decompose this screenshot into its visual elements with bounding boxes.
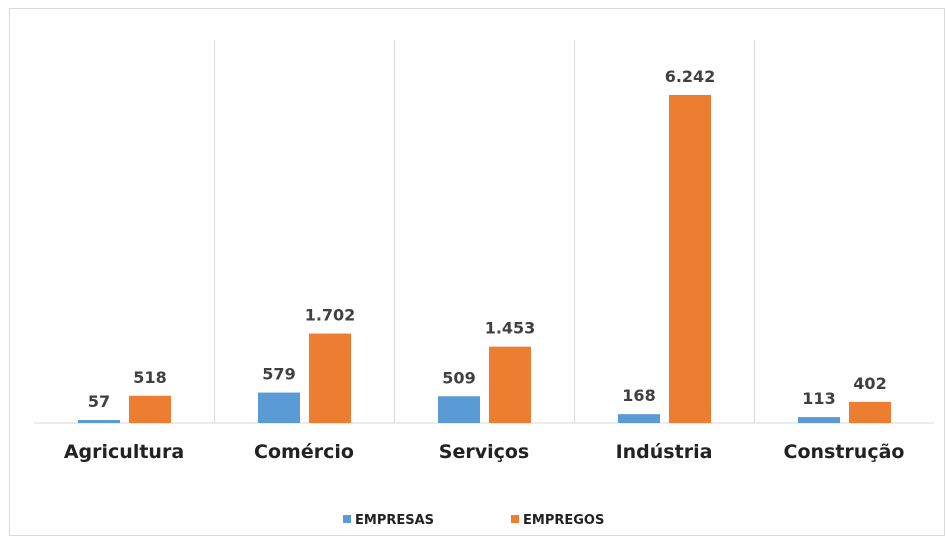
bar-empregos-1 xyxy=(309,333,351,423)
legend-swatch-empresas xyxy=(343,515,351,523)
category-label: Agricultura xyxy=(64,441,184,463)
bar-empregos-4 xyxy=(849,401,891,423)
category-label: Indústria xyxy=(616,441,713,463)
category-label: Construção xyxy=(784,441,905,463)
category-label: Serviços xyxy=(439,441,529,463)
category-labels-group: Agricultura Comércio Serviços Indústria Cons… xyxy=(64,441,905,463)
bar-empregos-2 xyxy=(489,346,531,423)
bar-empresas-0 xyxy=(78,420,120,423)
data-label-empresas-2: 509 xyxy=(442,368,475,387)
bars-group xyxy=(78,95,891,423)
data-labels-group: 57 518 579 1.702 509 1.453 168 6.242 113 402 xyxy=(88,67,887,411)
data-label-empresas-1: 579 xyxy=(262,365,295,384)
bar-empresas-2 xyxy=(438,396,480,423)
chart-frame xyxy=(9,8,945,536)
legend-swatch-empregos xyxy=(511,515,519,523)
data-label-empresas-0: 57 xyxy=(88,392,110,411)
data-label-empregos-1: 1.702 xyxy=(305,306,356,325)
data-label-empregos-2: 1.453 xyxy=(485,319,536,338)
legend: EMPRESAS EMPREGOS xyxy=(343,513,604,528)
data-label-empresas-3: 168 xyxy=(622,386,655,405)
category-label: Comércio xyxy=(254,441,354,463)
data-label-empregos-0: 518 xyxy=(133,368,166,387)
bar-empregos-3 xyxy=(669,95,711,423)
legend-label-empregos: EMPREGOS xyxy=(523,513,604,528)
bar-empregos-0 xyxy=(129,395,171,423)
bar-empresas-3 xyxy=(618,414,660,423)
category-separators xyxy=(214,40,755,423)
legend-label-empresas: EMPRESAS xyxy=(355,513,434,528)
data-label-empregos-4: 402 xyxy=(853,374,886,393)
data-label-empresas-4: 113 xyxy=(802,389,835,408)
bar-empresas-1 xyxy=(258,392,300,423)
data-label-empregos-3: 6.242 xyxy=(665,67,716,86)
bar-empresas-4 xyxy=(798,417,840,423)
